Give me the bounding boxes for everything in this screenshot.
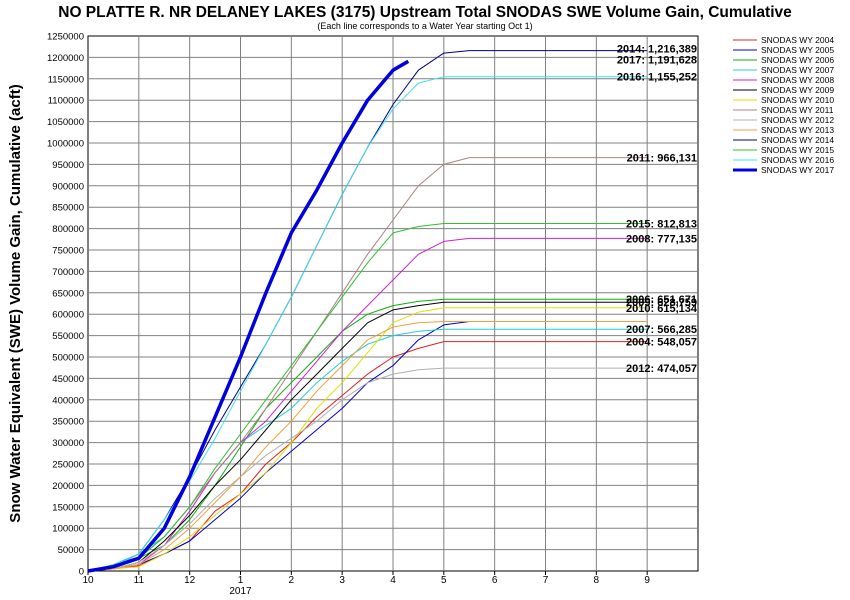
series-end-label: 2017: 1,191,628 — [617, 54, 697, 66]
series-end-label: 2010: 615,134 — [626, 303, 698, 315]
y-tick-label: 350000 — [52, 417, 84, 428]
series-end-label: 2012: 474,057 — [626, 363, 697, 375]
series-end-label: 2014: 1,216,389 — [617, 44, 697, 56]
legend-label: SNODAS WY 2017 — [761, 165, 834, 175]
x-tick-label: 3 — [339, 575, 345, 586]
y-tick-label: 850000 — [52, 203, 84, 214]
chart-subtitle: (Each line corresponds to a Water Year s… — [317, 21, 532, 31]
y-tick-label: 1000000 — [47, 139, 84, 150]
series-line — [87, 76, 648, 572]
legend-label: SNODAS WY 2006 — [761, 55, 834, 65]
y-tick-label: 1150000 — [48, 74, 84, 85]
x-tick-label: 9 — [644, 575, 650, 586]
y-tick-label: 400000 — [52, 395, 84, 406]
legend-label: SNODAS WY 2013 — [761, 125, 834, 135]
legend-label: SNODAS WY 2016 — [761, 155, 834, 165]
x-year-label: 2017 — [229, 586, 252, 597]
y-tick-label: 550000 — [52, 331, 84, 342]
series-end-label: 2004: 548,057 — [626, 337, 697, 349]
legend-label: SNODAS WY 2005 — [761, 45, 834, 55]
y-tick-label: 700000 — [52, 267, 84, 278]
series-line — [87, 301, 648, 572]
y-tick-label: 250000 — [52, 460, 84, 471]
x-tick-label: 12 — [184, 575, 196, 586]
x-tick-label: 4 — [390, 575, 396, 586]
series-end-label: 2007: 566,285 — [626, 324, 697, 336]
y-tick-label: 950000 — [52, 160, 84, 171]
y-tick-label: 900000 — [52, 181, 84, 192]
x-tick-label: 6 — [492, 575, 498, 586]
y-tick-label: 500000 — [52, 353, 84, 364]
series-end-label: 2011: 966,131 — [627, 153, 697, 165]
y-tick-label: 1050000 — [47, 117, 84, 128]
series-line — [87, 307, 648, 572]
legend-label: SNODAS WY 2009 — [761, 85, 834, 95]
y-tick-label: 750000 — [52, 246, 84, 257]
legend-label: SNODAS WY 2004 — [761, 35, 834, 45]
y-tick-label: 1200000 — [47, 53, 84, 64]
y-tick-label: 800000 — [52, 224, 84, 235]
y-tick-label: 200000 — [52, 481, 84, 492]
y-tick-label: 0 — [79, 567, 84, 578]
x-tick-label: 10 — [82, 575, 94, 586]
legend-label: SNODAS WY 2012 — [761, 115, 834, 125]
legend-label: SNODAS WY 2010 — [761, 95, 834, 105]
legend-label: SNODAS WY 2015 — [761, 145, 834, 155]
x-tick-label: 5 — [441, 575, 447, 586]
y-tick-label: 150000 — [52, 502, 84, 513]
y-tick-label: 50000 — [58, 545, 84, 556]
series-line — [87, 367, 648, 572]
x-tick-label: 11 — [134, 575, 145, 586]
x-tick-label: 8 — [594, 575, 600, 586]
series-end-label: 2009: 628,759 — [626, 297, 697, 309]
legend-label: SNODAS WY 2014 — [761, 135, 834, 145]
legend-label: SNODAS WY 2007 — [761, 65, 834, 75]
series-end-label: 2016: 1,155,252 — [617, 72, 697, 84]
y-tick-label: 300000 — [52, 438, 84, 449]
series-end-label: 2015: 812,813 — [626, 218, 697, 230]
series-line — [87, 59, 410, 573]
legend-label: SNODAS WY 2008 — [761, 75, 834, 85]
series-end-label: 2006: 651,671 — [626, 294, 697, 306]
y-axis-label: Snow Water Equivalent (SWE) Volume Gain,… — [7, 84, 24, 522]
y-tick-label: 600000 — [52, 310, 84, 321]
y-tick-label: 650000 — [52, 288, 84, 299]
y-tick-label: 1250000 — [47, 32, 84, 43]
y-tick-label: 1100000 — [48, 96, 84, 107]
x-tick-label: 1 — [238, 575, 244, 586]
legend-label: SNODAS WY 2011 — [761, 105, 834, 115]
x-tick-label: 2 — [289, 575, 295, 586]
y-tick-label: 450000 — [52, 374, 84, 385]
series-line — [87, 237, 648, 572]
x-tick-label: 7 — [543, 575, 549, 586]
series-line — [87, 321, 648, 572]
series-line — [87, 321, 648, 572]
series-end-label: 2008: 777,135 — [626, 233, 697, 245]
chart-title: NO PLATTE R. NR DELANEY LAKES (3175) Ups… — [58, 4, 792, 21]
series-line — [87, 223, 648, 572]
y-tick-label: 100000 — [52, 524, 84, 535]
